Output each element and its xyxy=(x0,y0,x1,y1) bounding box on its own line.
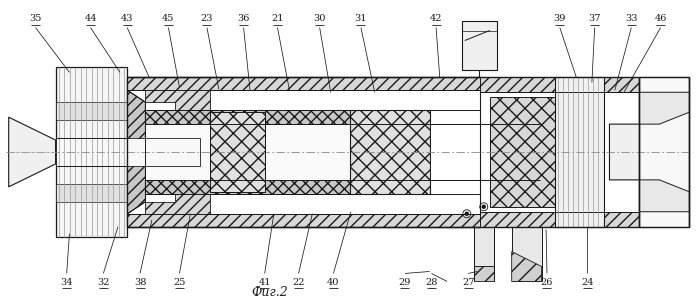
Text: 35: 35 xyxy=(29,14,42,23)
Bar xyxy=(430,124,480,180)
Text: 42: 42 xyxy=(430,14,443,23)
Text: 23: 23 xyxy=(201,14,213,23)
Bar xyxy=(350,110,430,194)
Text: 41: 41 xyxy=(258,278,271,287)
Polygon shape xyxy=(128,77,480,90)
Bar xyxy=(56,67,128,237)
Text: 43: 43 xyxy=(121,14,133,23)
Text: 33: 33 xyxy=(625,14,637,23)
Text: 29: 29 xyxy=(399,278,411,287)
Polygon shape xyxy=(512,252,542,282)
Polygon shape xyxy=(480,212,639,227)
Text: Фиг.2: Фиг.2 xyxy=(252,286,288,299)
Bar xyxy=(639,77,690,227)
Bar xyxy=(56,184,128,202)
Bar xyxy=(639,77,690,227)
Bar xyxy=(462,21,497,70)
Circle shape xyxy=(482,205,485,208)
Bar xyxy=(145,124,350,180)
Bar xyxy=(80,138,103,166)
Text: 40: 40 xyxy=(327,278,340,287)
Text: 32: 32 xyxy=(97,278,110,287)
Circle shape xyxy=(466,212,468,215)
Text: 38: 38 xyxy=(134,278,146,287)
Text: 37: 37 xyxy=(588,14,601,23)
Bar xyxy=(555,77,604,227)
Bar xyxy=(210,112,265,192)
Text: 28: 28 xyxy=(425,278,438,287)
Text: 46: 46 xyxy=(655,14,667,23)
Polygon shape xyxy=(145,110,350,124)
Polygon shape xyxy=(609,124,679,180)
Text: 45: 45 xyxy=(162,14,174,23)
Text: 27: 27 xyxy=(462,278,475,287)
Bar xyxy=(56,138,200,166)
Polygon shape xyxy=(639,180,690,212)
Polygon shape xyxy=(145,180,350,194)
Polygon shape xyxy=(8,117,56,187)
Bar xyxy=(512,227,542,282)
Polygon shape xyxy=(128,77,480,110)
Bar xyxy=(474,267,493,282)
Text: 44: 44 xyxy=(84,14,97,23)
Bar xyxy=(490,97,560,207)
Polygon shape xyxy=(480,77,639,92)
Text: 36: 36 xyxy=(237,14,250,23)
Polygon shape xyxy=(128,214,480,227)
Bar xyxy=(56,102,128,120)
Text: 26: 26 xyxy=(541,278,554,287)
Text: 30: 30 xyxy=(313,14,326,23)
Polygon shape xyxy=(128,90,145,214)
Text: 22: 22 xyxy=(292,278,305,287)
Text: 24: 24 xyxy=(581,278,593,287)
Polygon shape xyxy=(128,194,480,227)
Text: 34: 34 xyxy=(61,278,73,287)
Polygon shape xyxy=(639,92,690,124)
Text: 39: 39 xyxy=(554,14,566,23)
Text: 21: 21 xyxy=(272,14,284,23)
Text: 31: 31 xyxy=(355,14,367,23)
Text: 25: 25 xyxy=(173,278,186,287)
Bar xyxy=(474,227,493,267)
Polygon shape xyxy=(639,124,660,180)
